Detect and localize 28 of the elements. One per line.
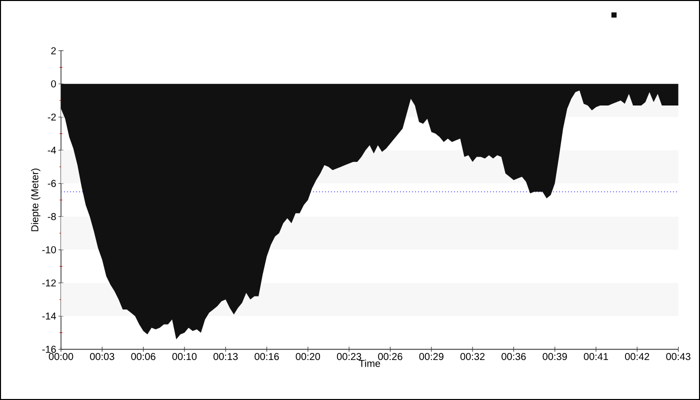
y-tick-label: -8 (48, 213, 56, 220)
y-tick-label: 0 (51, 80, 56, 88)
x-tick-label: 00:43 (666, 353, 690, 360)
x-tick-label: 00:29 (419, 353, 444, 360)
y-tick-label: -12 (42, 279, 56, 286)
x-axis-title: Time (358, 360, 380, 367)
x-tick-label: 00:16 (254, 353, 279, 360)
x-tick-label: 00:00 (48, 353, 74, 360)
y-tick-label: -2 (48, 114, 56, 121)
x-tick-label: 00:26 (378, 353, 402, 360)
y-tick-label: -10 (42, 246, 56, 254)
x-tick-label: 00:32 (460, 353, 485, 360)
x-tick-label: 00:39 (542, 353, 567, 360)
x-tick-label: 00:10 (172, 353, 197, 360)
x-tick-label: 00:13 (214, 353, 238, 360)
y-tick-label: -16 (42, 346, 56, 353)
x-tick-label: 00:20 (296, 353, 320, 360)
y-tick-label: -4 (48, 146, 56, 154)
y-tick-label: 2 (51, 47, 56, 54)
y-tick-label: -6 (48, 180, 56, 187)
y-tick-label: -14 (42, 312, 56, 320)
x-tick-label: 00:03 (90, 353, 114, 360)
x-tick-label: 00:23 (336, 353, 362, 360)
x-tick-label: 00:42 (625, 353, 650, 360)
x-tick-label: 00:06 (131, 353, 156, 360)
y-axis-title: Diepte (Meter) (31, 168, 40, 232)
x-tick-label: 00:36 (502, 353, 526, 360)
x-tick-label: 00:41 (584, 353, 608, 360)
